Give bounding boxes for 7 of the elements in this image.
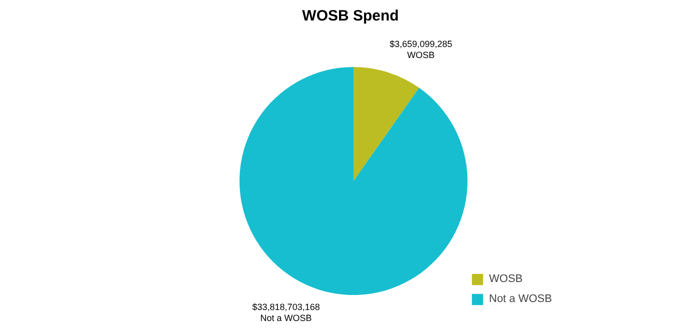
data-label: $3,659,099,285	[390, 38, 452, 49]
data-label: $33,818,703,168	[252, 302, 320, 312]
slice-label: WOSB	[407, 50, 435, 60]
legend-label: Not a WOSB	[489, 293, 552, 305]
legend-label: WOSB	[489, 273, 523, 285]
slice-label: Not a WOSB	[260, 313, 312, 324]
chart-title: WOSB Spend	[302, 8, 399, 24]
